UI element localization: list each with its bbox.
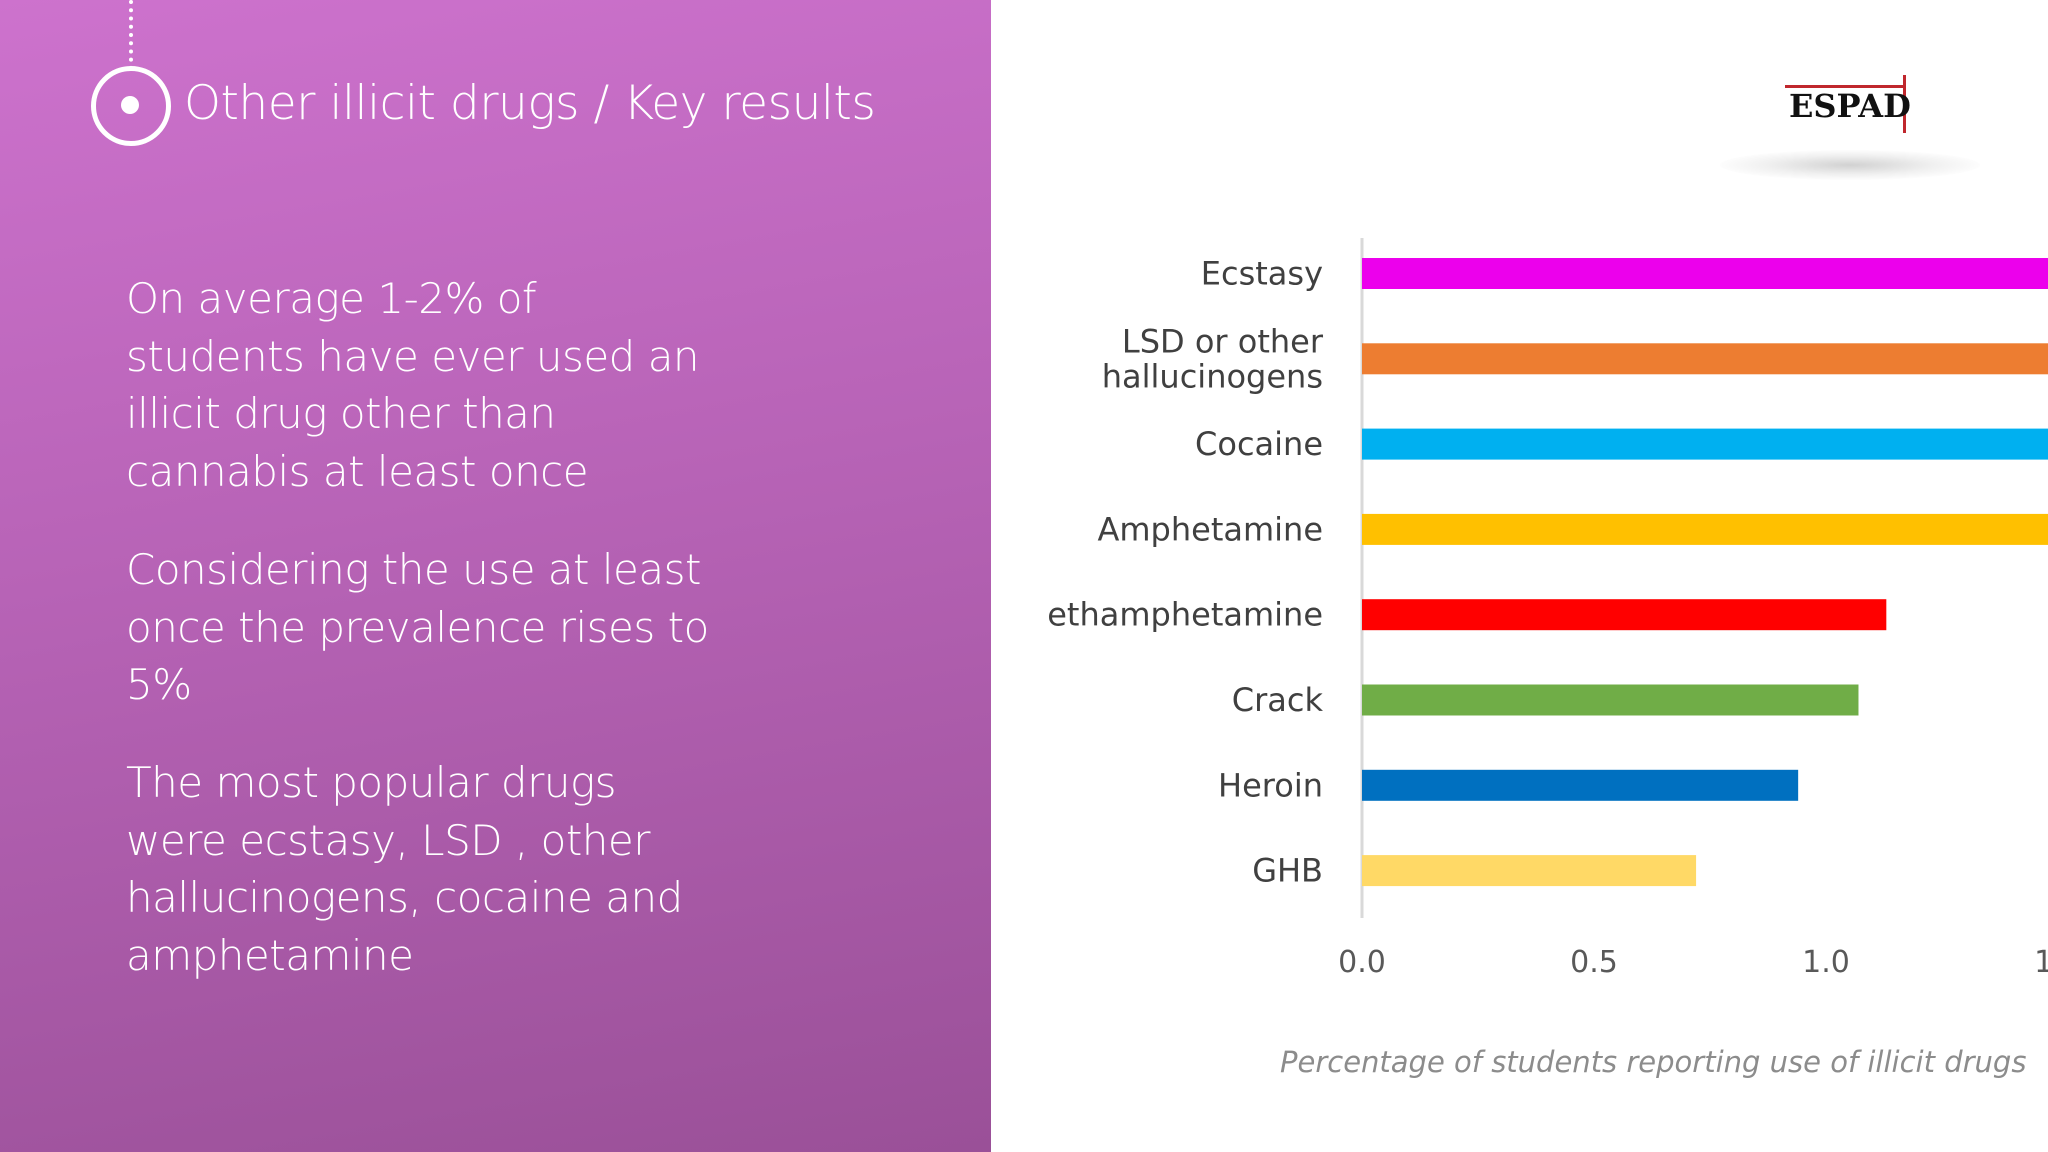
bar-6 xyxy=(1362,769,1799,801)
bar-2 xyxy=(1362,428,2048,460)
bar-7 xyxy=(1362,855,1697,887)
key-point-3: The most popular drugs were ecstasy, LSD… xyxy=(126,758,683,980)
logo-text: ESPAD xyxy=(1789,87,1911,125)
timeline-dotted-line xyxy=(129,0,133,70)
x-tick-label-3: 1.5 xyxy=(2034,945,2048,980)
bar-5 xyxy=(1362,684,1859,716)
category-label-1: LSD or other hallucinogens xyxy=(1102,322,1324,395)
category-label-0: Ecstasy xyxy=(1201,255,1323,293)
logo-shadow xyxy=(1720,150,1980,180)
logo-accent-bar xyxy=(1785,85,1903,88)
category-label-4: ethamphetamine xyxy=(1047,596,1323,634)
category-label-7: GHB xyxy=(1252,852,1323,890)
bar-0 xyxy=(1362,258,2048,289)
logo-accent-line xyxy=(1903,75,1906,133)
espad-logo: ESPAD xyxy=(1785,75,1915,135)
category-label-2: Cocaine xyxy=(1195,425,1323,463)
timeline-dot-icon xyxy=(121,96,139,114)
category-label-5: Crack xyxy=(1232,681,1324,719)
bar-1 xyxy=(1362,343,2048,375)
category-label-6: Heroin xyxy=(1218,766,1323,804)
x-tick-label-2: 1.0 xyxy=(1802,945,1850,980)
x-tick-label-1: 0.5 xyxy=(1570,945,1618,980)
slide-title: Other illicit drugs / Key results xyxy=(184,76,876,131)
timeline-ring-icon xyxy=(91,66,171,146)
category-label-3: Amphetamine xyxy=(1097,510,1323,548)
left-panel: Other illicit drugs / Key results On ave… xyxy=(0,0,991,1152)
key-point-1: On average 1-2% of students have ever us… xyxy=(126,274,700,496)
bar-4 xyxy=(1362,599,1887,631)
x-tick-label-0: 0.0 xyxy=(1338,945,1386,980)
bar-3 xyxy=(1362,513,2048,545)
key-point-2: Considering the use at least once the pr… xyxy=(126,545,709,709)
chart-caption: Percentage of students reporting use of … xyxy=(1280,1045,2027,1079)
